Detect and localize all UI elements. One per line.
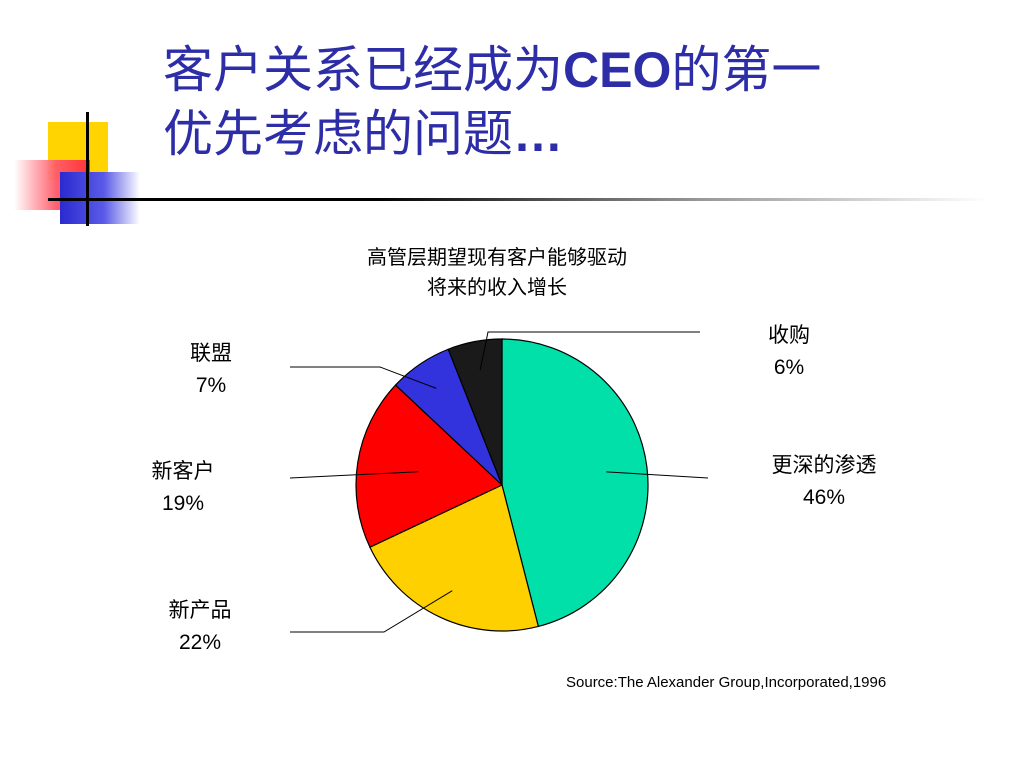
slice-label-1: 新产品 bbox=[169, 598, 232, 622]
slice-percent-3: 7% bbox=[196, 374, 226, 397]
source-note: Source:The Alexander Group,Incorporated,… bbox=[566, 674, 887, 691]
slide-title: 客户关系已经成为CEO的第一 优先考虑的问题… bbox=[163, 38, 1003, 166]
slice-percent-4: 6% bbox=[774, 356, 804, 379]
title-line-1: 客户关系已经成为CEO的第一 bbox=[163, 38, 1003, 102]
title-line-1-bold: CEO bbox=[563, 42, 672, 98]
chart-title-line-1: 高管层期望现有客户能够驱动 bbox=[367, 245, 627, 269]
leader-line-2 bbox=[289, 471, 419, 479]
slice-label-3: 联盟 bbox=[190, 341, 232, 365]
decor-vertical-rule bbox=[86, 112, 89, 226]
title-line-2-ellipsis: … bbox=[513, 106, 563, 162]
leader-line-1 bbox=[290, 590, 453, 633]
slice-label-4: 收购 bbox=[768, 323, 810, 347]
slice-label-0: 更深的渗透 bbox=[772, 453, 877, 477]
pie-slice-1 bbox=[369, 484, 540, 632]
title-underline-rule bbox=[48, 198, 988, 201]
slice-percent-0: 46% bbox=[803, 486, 845, 509]
title-line-1-prefix: 客户关系已经成为 bbox=[163, 41, 563, 99]
chart-title-line-2: 将来的收入增长 bbox=[427, 275, 567, 299]
leader-lines bbox=[289, 331, 709, 633]
leader-line-4 bbox=[479, 331, 700, 371]
title-line-2: 优先考虑的问题… bbox=[163, 102, 1003, 166]
slice-label-2: 新客户 bbox=[152, 459, 215, 483]
slice-percent-2: 19% bbox=[162, 492, 204, 515]
leader-line-3 bbox=[290, 366, 437, 389]
pie-slices bbox=[355, 338, 649, 632]
pie-slice-2 bbox=[355, 384, 504, 548]
title-line-2-text: 优先考虑的问题 bbox=[163, 105, 513, 163]
slice-percent-1: 22% bbox=[179, 631, 221, 654]
pie-slice-0 bbox=[501, 338, 649, 628]
slice-labels: 更深的渗透 46% 新产品 22% 新客户 19% 联盟 7% 收购 6% bbox=[152, 323, 877, 654]
pie-slice-4 bbox=[447, 338, 503, 486]
title-line-1-suffix: 的第一 bbox=[671, 41, 822, 99]
leader-line-0 bbox=[606, 471, 709, 479]
